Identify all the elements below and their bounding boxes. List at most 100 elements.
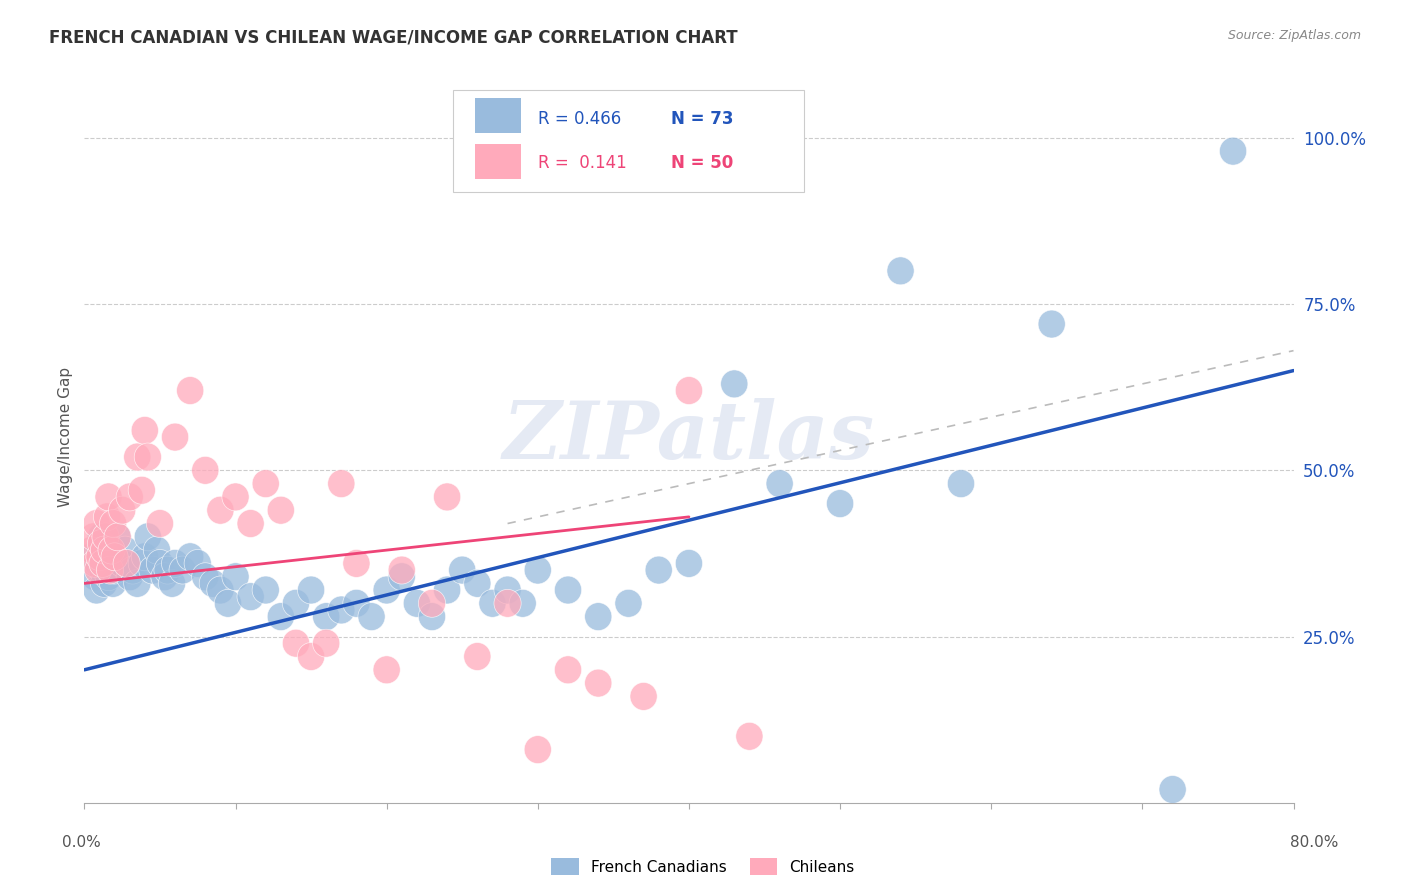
Ellipse shape	[177, 543, 204, 571]
Ellipse shape	[200, 569, 226, 598]
Ellipse shape	[87, 523, 115, 550]
Ellipse shape	[238, 509, 264, 538]
Ellipse shape	[153, 556, 181, 584]
Ellipse shape	[464, 569, 491, 598]
Ellipse shape	[108, 549, 136, 577]
Ellipse shape	[162, 549, 188, 577]
Ellipse shape	[98, 536, 125, 564]
Ellipse shape	[675, 376, 703, 404]
Ellipse shape	[139, 556, 166, 584]
Ellipse shape	[97, 549, 124, 577]
Ellipse shape	[328, 470, 354, 498]
Ellipse shape	[766, 470, 793, 498]
Y-axis label: Wage/Income Gap: Wage/Income Gap	[58, 367, 73, 508]
Ellipse shape	[86, 536, 112, 564]
Ellipse shape	[735, 723, 763, 750]
Ellipse shape	[328, 596, 354, 624]
Text: R = 0.466: R = 0.466	[538, 110, 621, 128]
Ellipse shape	[117, 483, 143, 511]
Ellipse shape	[524, 736, 551, 764]
Ellipse shape	[91, 523, 120, 550]
FancyBboxPatch shape	[453, 90, 804, 192]
Ellipse shape	[143, 536, 170, 564]
Ellipse shape	[111, 536, 139, 564]
Ellipse shape	[645, 556, 672, 584]
Ellipse shape	[1219, 137, 1247, 165]
Bar	[475, 98, 520, 133]
Ellipse shape	[79, 536, 105, 564]
Ellipse shape	[98, 536, 125, 564]
Ellipse shape	[554, 656, 582, 684]
Ellipse shape	[404, 590, 430, 617]
Text: FRENCH CANADIAN VS CHILEAN WAGE/INCOME GAP CORRELATION CHART: FRENCH CANADIAN VS CHILEAN WAGE/INCOME G…	[49, 29, 738, 46]
Ellipse shape	[388, 563, 415, 591]
Ellipse shape	[585, 669, 612, 697]
Ellipse shape	[124, 569, 150, 598]
Ellipse shape	[373, 576, 401, 604]
Ellipse shape	[84, 549, 111, 577]
Ellipse shape	[433, 576, 461, 604]
Ellipse shape	[100, 509, 127, 538]
Ellipse shape	[585, 603, 612, 631]
Ellipse shape	[134, 443, 162, 471]
Ellipse shape	[117, 563, 143, 591]
Ellipse shape	[101, 556, 128, 584]
Ellipse shape	[207, 496, 233, 524]
Ellipse shape	[494, 590, 522, 617]
Ellipse shape	[449, 556, 475, 584]
Ellipse shape	[222, 563, 249, 591]
Ellipse shape	[101, 543, 128, 571]
Ellipse shape	[159, 569, 186, 598]
Ellipse shape	[479, 590, 506, 617]
Ellipse shape	[312, 603, 340, 631]
Ellipse shape	[100, 569, 127, 598]
Text: 80.0%: 80.0%	[1291, 836, 1339, 850]
Ellipse shape	[108, 496, 136, 524]
Ellipse shape	[373, 656, 401, 684]
Ellipse shape	[128, 549, 156, 577]
Ellipse shape	[1159, 775, 1187, 804]
Ellipse shape	[169, 556, 197, 584]
Ellipse shape	[90, 569, 118, 598]
Ellipse shape	[419, 590, 446, 617]
Ellipse shape	[134, 523, 162, 550]
Ellipse shape	[89, 556, 117, 584]
Bar	[475, 144, 520, 179]
Ellipse shape	[222, 483, 249, 511]
Ellipse shape	[104, 523, 131, 550]
Ellipse shape	[96, 483, 122, 511]
Ellipse shape	[93, 536, 121, 564]
Ellipse shape	[191, 457, 219, 484]
Ellipse shape	[184, 549, 211, 577]
Ellipse shape	[146, 549, 173, 577]
Ellipse shape	[343, 590, 370, 617]
Ellipse shape	[433, 483, 461, 511]
Text: R =  0.141: R = 0.141	[538, 153, 627, 172]
Ellipse shape	[494, 576, 522, 604]
Ellipse shape	[283, 629, 309, 657]
Ellipse shape	[104, 523, 131, 550]
Ellipse shape	[96, 563, 122, 591]
Ellipse shape	[887, 257, 914, 285]
Text: N = 73: N = 73	[671, 110, 734, 128]
Text: ZIPatlas: ZIPatlas	[503, 399, 875, 475]
Ellipse shape	[93, 503, 121, 531]
Ellipse shape	[162, 423, 188, 451]
Ellipse shape	[89, 549, 117, 577]
Ellipse shape	[90, 536, 118, 564]
Text: N = 50: N = 50	[671, 153, 733, 172]
Ellipse shape	[509, 590, 536, 617]
Ellipse shape	[267, 603, 294, 631]
Ellipse shape	[191, 563, 219, 591]
Ellipse shape	[298, 576, 325, 604]
Ellipse shape	[177, 376, 204, 404]
Ellipse shape	[948, 470, 974, 498]
Ellipse shape	[312, 629, 340, 657]
Ellipse shape	[267, 496, 294, 524]
Ellipse shape	[82, 549, 108, 577]
Ellipse shape	[283, 590, 309, 617]
Ellipse shape	[827, 490, 853, 517]
Legend: French Canadians, Chileans: French Canadians, Chileans	[551, 858, 855, 875]
Ellipse shape	[464, 642, 491, 671]
Ellipse shape	[124, 443, 150, 471]
